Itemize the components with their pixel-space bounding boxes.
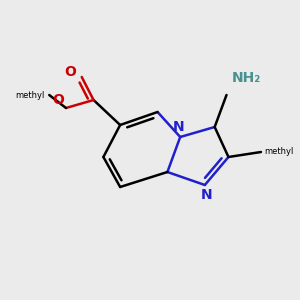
Text: methyl: methyl xyxy=(15,91,44,100)
Text: N: N xyxy=(201,188,213,202)
Text: O: O xyxy=(52,93,64,107)
Text: O: O xyxy=(64,65,76,79)
Text: NH₂: NH₂ xyxy=(231,71,261,85)
Text: methyl: methyl xyxy=(264,148,293,157)
Text: N: N xyxy=(172,120,184,134)
